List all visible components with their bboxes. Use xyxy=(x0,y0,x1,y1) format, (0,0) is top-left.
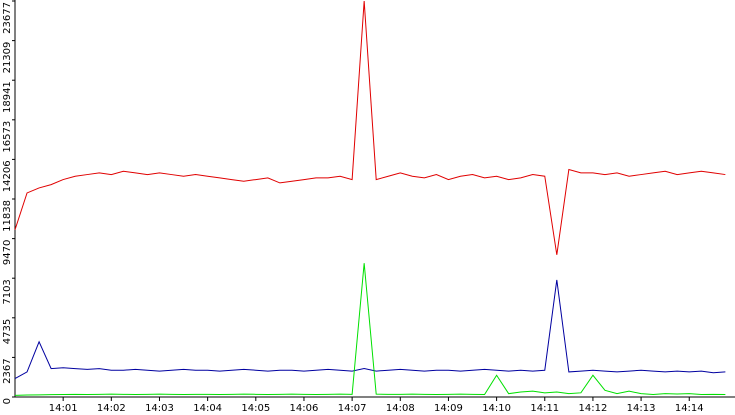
y-tick-label: 14206 xyxy=(2,160,13,192)
x-tick-label: 14:04 xyxy=(193,403,222,414)
y-tick-label: 11838 xyxy=(2,200,13,232)
y-tick-label: 2367 xyxy=(2,358,13,383)
y-tick-label: 21309 xyxy=(2,42,13,74)
y-tick-label: 0 xyxy=(2,398,13,404)
series-line xyxy=(14,263,726,396)
x-tick-label: 14:08 xyxy=(386,403,415,414)
x-tick-label: 14:05 xyxy=(241,403,270,414)
x-tick-label: 14:12 xyxy=(579,403,608,414)
x-tick-label: 14:01 xyxy=(49,403,78,414)
y-tick-label: 9470 xyxy=(2,240,13,265)
y-tick-label: 16573 xyxy=(2,121,13,153)
y-tick-label: 4735 xyxy=(2,319,13,344)
x-tick-label: 14:06 xyxy=(290,403,319,414)
x-tick-label: 14:09 xyxy=(434,403,463,414)
series-line xyxy=(14,0,726,255)
x-tick-label: 14:10 xyxy=(482,403,511,414)
x-tick-label: 14:13 xyxy=(627,403,656,414)
x-tick-label: 14:02 xyxy=(97,403,126,414)
y-tick-label: 7103 xyxy=(2,279,13,304)
y-tick-label: 23677 xyxy=(2,2,13,34)
x-tick-label: 14:03 xyxy=(145,403,174,414)
y-tick-label: 18941 xyxy=(2,81,13,113)
x-tick-label: 14:07 xyxy=(338,403,367,414)
series-line xyxy=(14,279,726,380)
x-tick-label: 14:14 xyxy=(675,403,704,414)
x-tick-label: 14:11 xyxy=(530,403,559,414)
